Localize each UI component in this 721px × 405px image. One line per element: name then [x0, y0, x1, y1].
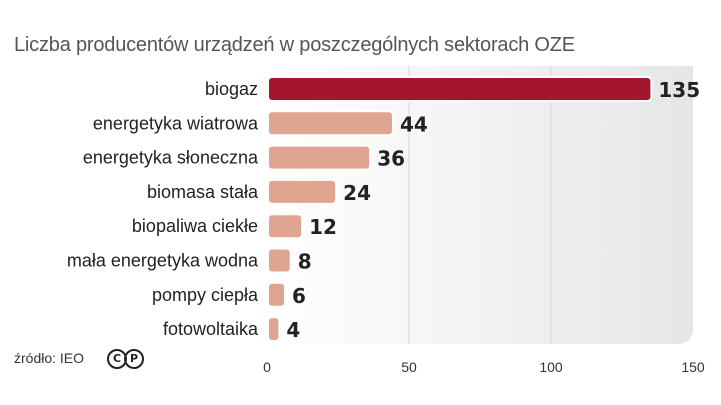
value-label: 135 — [658, 78, 700, 102]
category-label: biomasa stała — [147, 182, 259, 202]
value-label: 36 — [377, 147, 405, 171]
category-label: biopaliwa ciekłe — [132, 216, 258, 236]
category-label: fotowoltaika — [163, 319, 259, 339]
bar — [267, 76, 653, 102]
gridlines — [408, 66, 552, 344]
cp-logo: C P — [107, 349, 144, 369]
bar — [267, 247, 292, 274]
bar — [267, 144, 372, 171]
bar — [267, 178, 338, 205]
value-label: 8 — [298, 250, 312, 274]
category-label: biogaz — [205, 79, 258, 99]
bar — [267, 281, 287, 308]
value-label: 4 — [286, 318, 300, 342]
bars — [267, 76, 653, 343]
category-label: energetyka słoneczna — [83, 148, 259, 168]
chart-title: Liczba producentów urządzeń w poszczegól… — [14, 34, 575, 56]
category-label: pompy ciepła — [152, 285, 259, 305]
plot-background — [267, 66, 693, 344]
bar — [267, 316, 281, 343]
bar — [267, 110, 394, 137]
x-tick-label: 0 — [263, 359, 271, 375]
x-axis-ticks: 0 50 100 150 — [263, 359, 705, 375]
p-icon: P — [124, 349, 144, 369]
category-label: energetyka wiatrowa — [93, 113, 259, 133]
category-label: mała energetyka wodna — [67, 251, 259, 271]
x-tick-label: 50 — [401, 359, 417, 375]
value-label: 24 — [343, 181, 371, 205]
category-labels: biogaz energetyka wiatrowa energetyka słon… — [67, 79, 259, 339]
value-label: 12 — [309, 215, 337, 239]
x-tick-label: 100 — [539, 359, 563, 375]
value-label: 6 — [292, 284, 306, 308]
x-tick-label: 150 — [681, 359, 705, 375]
bar — [267, 213, 304, 240]
value-label: 44 — [400, 112, 428, 136]
source-note: źródło: IEO — [14, 350, 85, 366]
